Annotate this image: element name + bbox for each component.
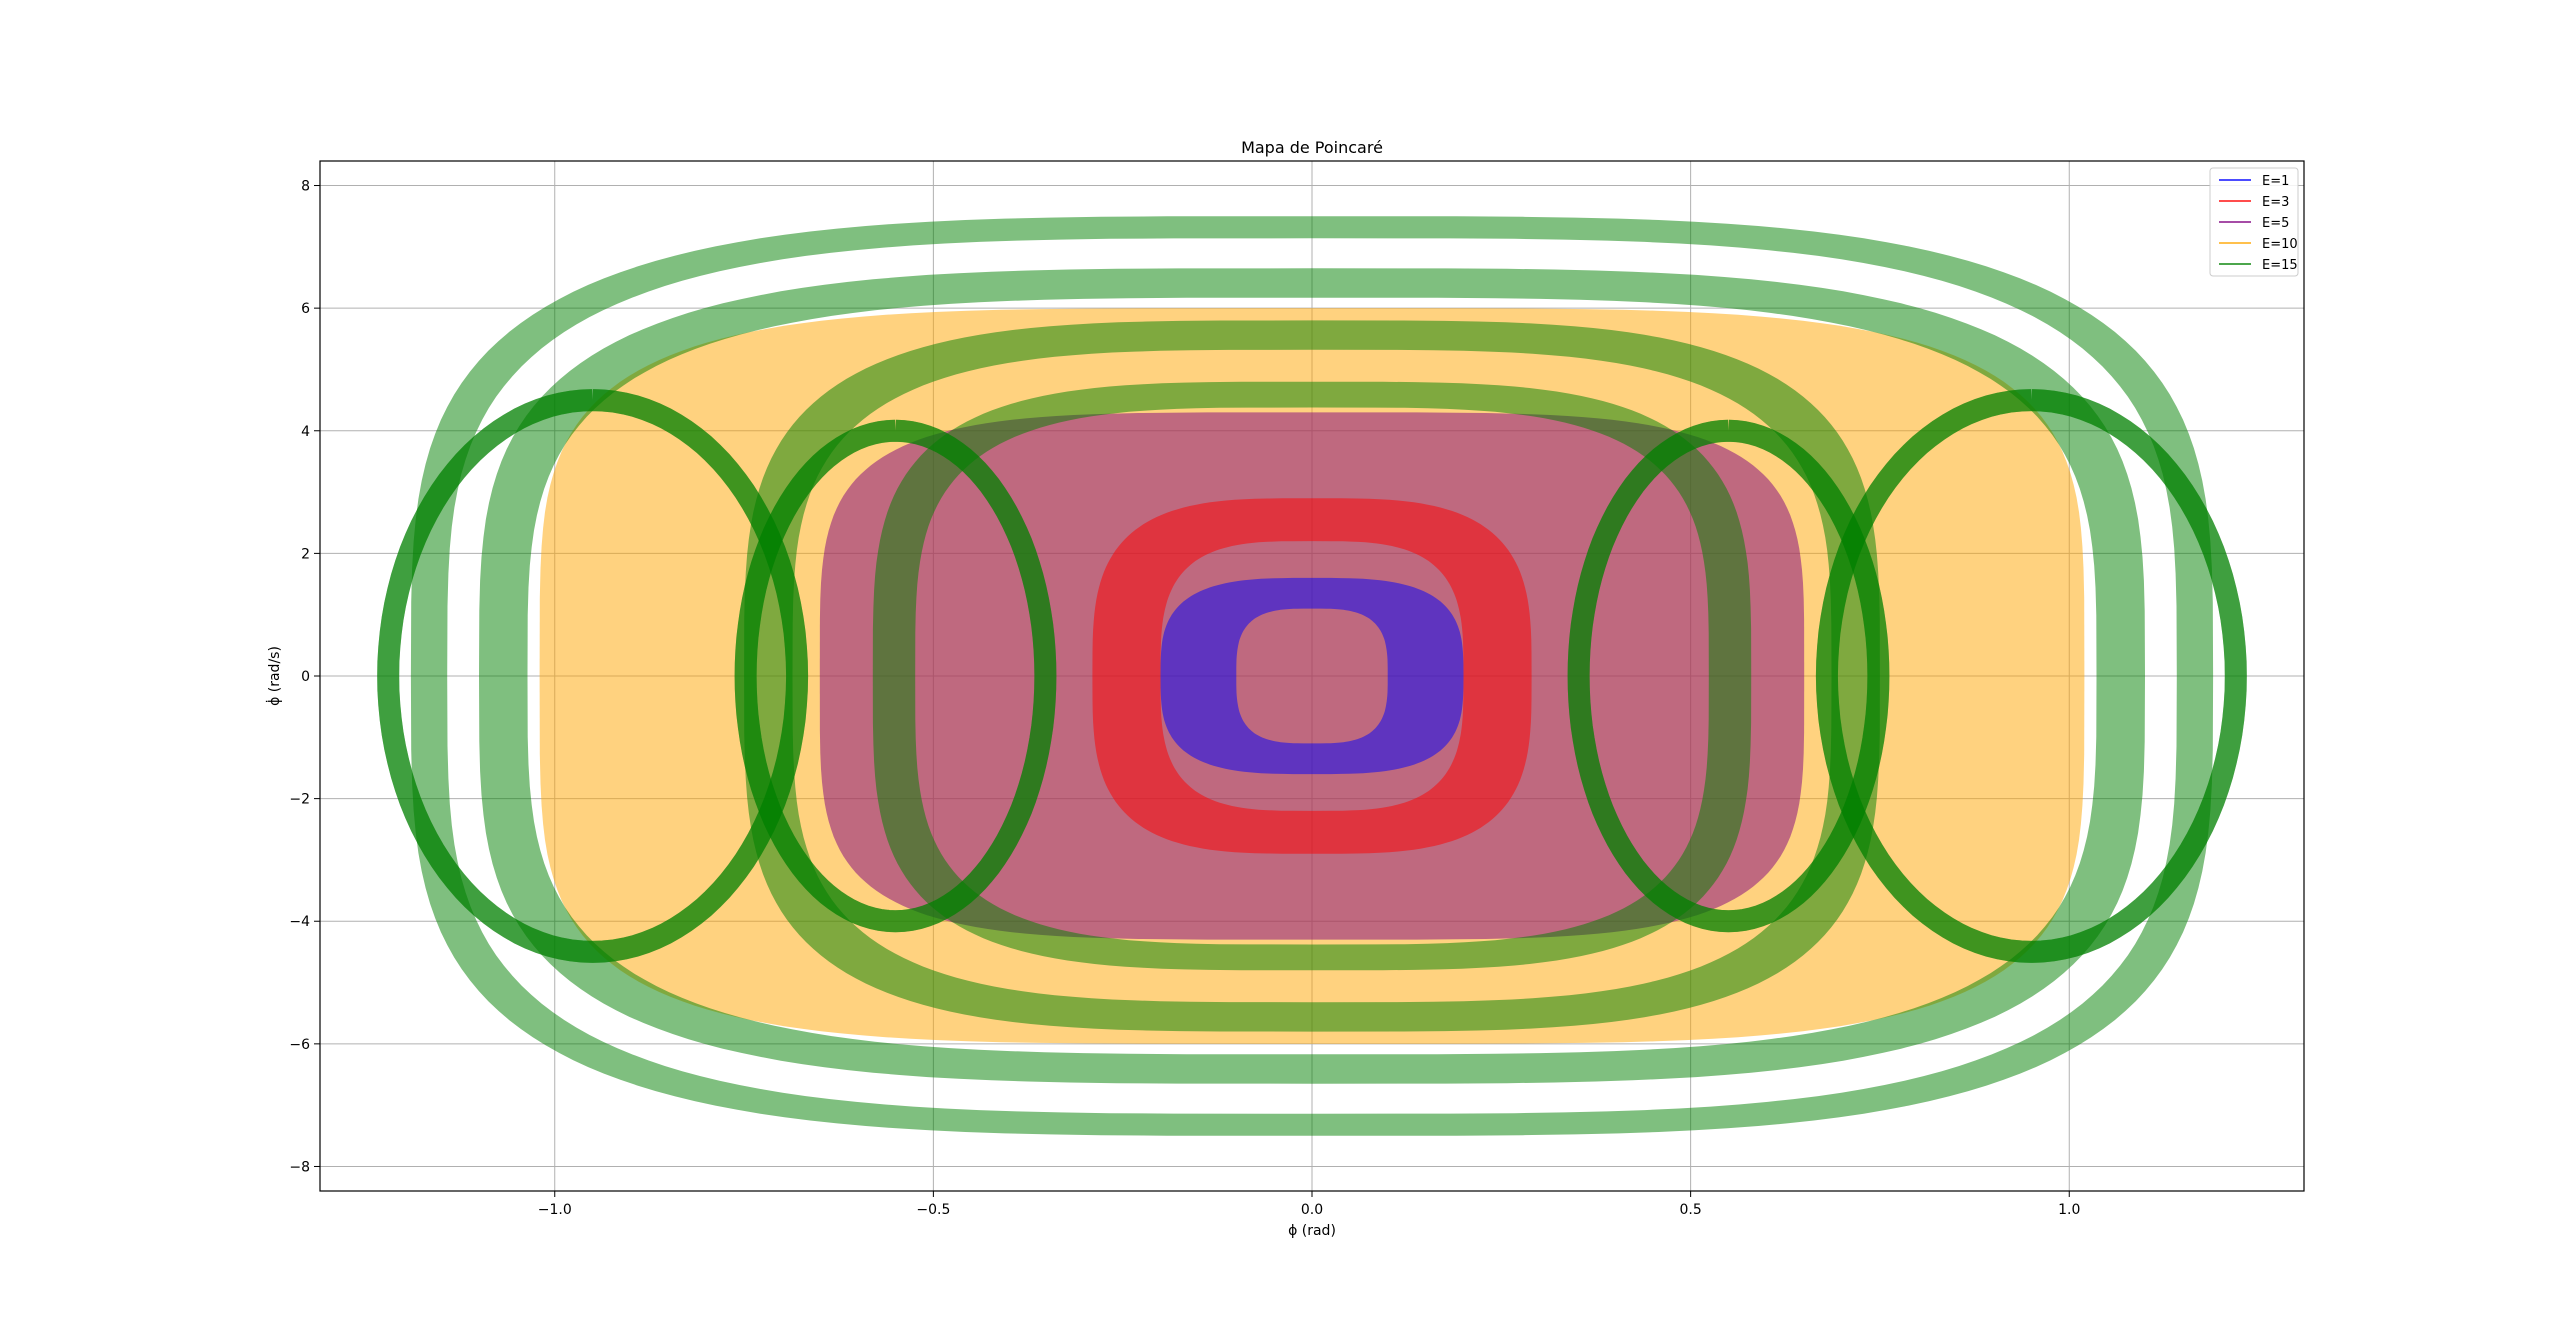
y-tick-label: 0: [301, 669, 310, 685]
y-tick-label: −2: [289, 792, 310, 808]
data-layer: [377, 216, 2247, 1136]
series-E15: [377, 216, 2247, 1136]
y-tick-label: −8: [289, 1159, 310, 1175]
series-ring: [410, 216, 2214, 1136]
series-E3: [1092, 498, 1532, 854]
y-tick-label: −4: [289, 914, 310, 930]
y-axis-label: ϕ̇ (rad/s): [265, 646, 283, 706]
series-strand: [1567, 419, 1890, 933]
legend-label: E=1: [2262, 174, 2289, 189]
legend-label: E=3: [2262, 195, 2289, 210]
legend-label: E=5: [2262, 216, 2289, 231]
legend-box: [2209, 167, 2299, 277]
x-tick-label: −0.5: [916, 1202, 950, 1218]
x-tick-label: 1.0: [2058, 1202, 2080, 1218]
legend-label: E=15: [2262, 258, 2298, 273]
series-strand: [734, 419, 1057, 933]
y-tick-label: 8: [301, 179, 310, 195]
series-ring: [479, 268, 2145, 1084]
series-band: [1092, 498, 1532, 854]
y-tick-label: 2: [301, 546, 310, 562]
x-tick-label: 0.5: [1679, 1202, 1701, 1218]
y-tick-label: 4: [301, 424, 310, 440]
x-tick-label: 0.0: [1301, 1202, 1323, 1218]
x-tick-label: −1.0: [538, 1202, 572, 1218]
y-tick-label: −6: [289, 1037, 310, 1053]
ticks: −1.0 −0.5 0.0 0.5 1.0 −8 −6 −4 −2 0 2 4 6 8: [289, 179, 2080, 1218]
chart-title: Mapa de Poincaré: [1241, 138, 1383, 157]
legend-label: E=10: [2262, 237, 2298, 252]
series-E1: [1160, 577, 1464, 775]
series-band: [819, 412, 1805, 940]
y-tick-label: 6: [301, 301, 310, 317]
series-ring: [872, 381, 1752, 971]
series-band: [1160, 577, 1464, 775]
series-ring: [744, 320, 1880, 1032]
x-axis-label: ϕ (rad): [1288, 1223, 1336, 1239]
series-E5: [819, 412, 1805, 940]
legend: E=1 E=3 E=5 E=10 E=15: [2209, 167, 2299, 277]
